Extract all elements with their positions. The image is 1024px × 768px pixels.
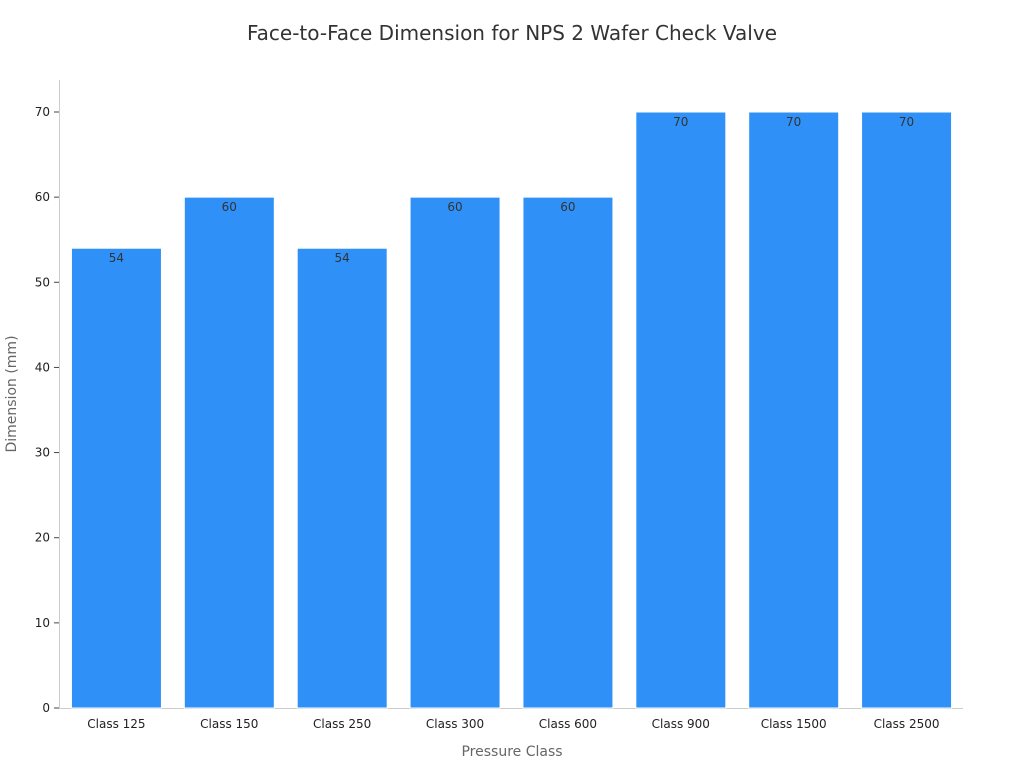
x-tick-label: Class 150	[200, 717, 258, 731]
bar-class-1500	[748, 111, 840, 709]
bar-class-150	[183, 196, 275, 709]
y-tick-label: 10	[35, 616, 50, 630]
x-tick-label: Class 250	[313, 717, 371, 731]
x-axis-title: Pressure Class	[461, 744, 562, 760]
x-tick-label: Class 900	[652, 717, 710, 731]
chart-title: Face-to-Face Dimension for NPS 2 Wafer C…	[247, 21, 777, 45]
data-labels-group: 54 60 54 60 60 70 70 70	[109, 115, 914, 265]
y-tick-label: 60	[35, 190, 50, 204]
data-label-class-900: 70	[673, 115, 688, 129]
y-tick-label: 70	[35, 105, 50, 119]
bar-class-125	[70, 247, 162, 709]
data-label-class-2500: 70	[899, 115, 914, 129]
x-tick-label: Class 600	[539, 717, 597, 731]
data-label-class-1500: 70	[786, 115, 801, 129]
y-tick-label: 20	[35, 531, 50, 545]
x-tick-label: Class 1500	[761, 717, 827, 731]
y-tick-label: 40	[35, 360, 50, 374]
bar-class-600	[522, 196, 614, 709]
data-label-class-125: 54	[109, 251, 124, 265]
x-tick-label: Class 2500	[874, 717, 940, 731]
y-ticks-group: 0 10 20 30 40 50 60 70	[35, 105, 59, 715]
y-tick-label: 30	[35, 446, 50, 460]
bars-group	[70, 111, 953, 709]
bar-class-300	[409, 196, 501, 709]
bar-class-2500	[861, 111, 953, 709]
y-tick-label: 0	[42, 701, 50, 715]
x-tick-labels-group: Class 125 Class 150 Class 250 Class 300 Clas…	[87, 717, 939, 731]
data-label-class-300: 60	[447, 200, 462, 214]
y-axis-title: Dimension (mm)	[4, 335, 20, 452]
data-label-class-600: 60	[560, 200, 575, 214]
bar-class-250	[296, 247, 388, 709]
data-label-class-250: 54	[335, 251, 350, 265]
data-label-class-150: 60	[222, 200, 237, 214]
x-tick-label: Class 300	[426, 717, 484, 731]
x-tick-label: Class 125	[87, 717, 145, 731]
y-tick-label: 50	[35, 275, 50, 289]
bar-class-900	[635, 111, 727, 709]
